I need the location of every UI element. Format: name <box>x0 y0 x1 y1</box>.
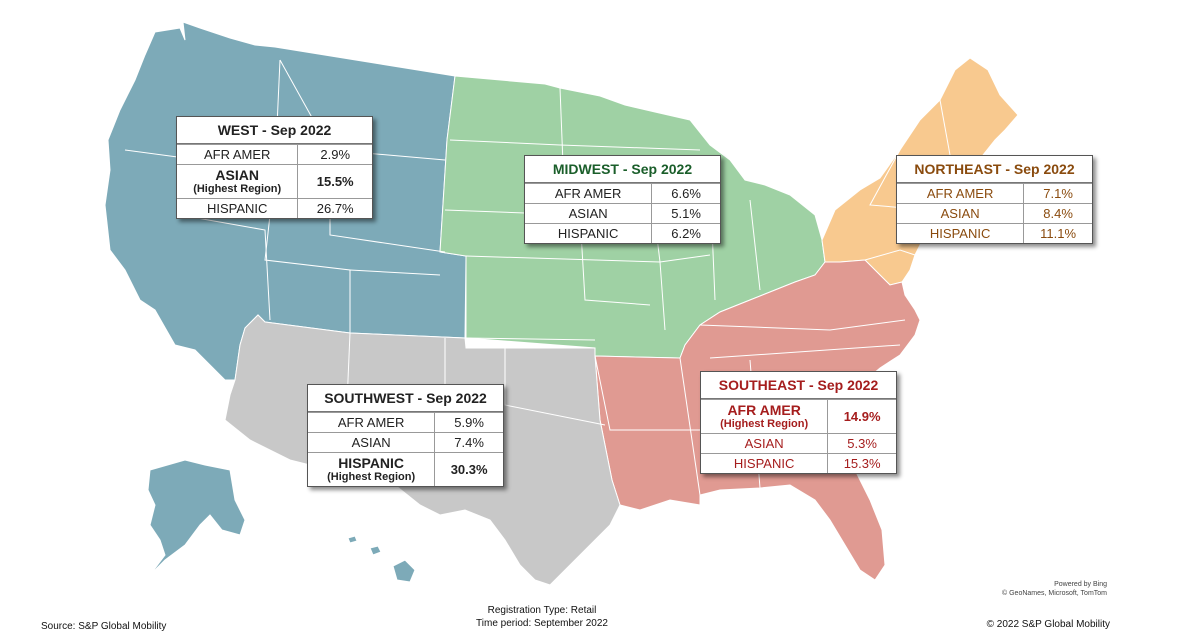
row-label: AFR AMER <box>177 144 299 165</box>
highlight-sub: (Highest Region) <box>193 183 282 195</box>
callout-table: AFR AMER (Highest Region) 14.9% ASIAN 5.… <box>701 399 896 473</box>
table-row: AFR AMER 6.6% <box>525 183 720 204</box>
row-value: 6.6% <box>651 183 720 204</box>
row-label: HISPANIC <box>525 223 653 243</box>
callout-title: MIDWEST - Sep 2022 <box>525 156 720 183</box>
row-label: ASIAN <box>308 432 436 453</box>
callout-northeast: NORTHEAST - Sep 2022 AFR AMER 7.1% ASIAN… <box>896 155 1093 244</box>
row-value: 2.9% <box>297 144 372 165</box>
callout-title: SOUTHEAST - Sep 2022 <box>701 372 896 399</box>
callout-title: SOUTHWEST - Sep 2022 <box>308 385 503 412</box>
callout-table: AFR AMER 5.9% ASIAN 7.4% HISPANIC (Highe… <box>308 412 503 486</box>
table-row: ASIAN 8.4% <box>897 203 1092 224</box>
row-label-highlight: HISPANIC (Highest Region) <box>308 452 436 486</box>
table-row: AFR AMER (Highest Region) 14.9% <box>701 399 896 434</box>
hawaii <box>347 535 358 544</box>
table-row: HISPANIC 11.1% <box>897 223 1092 243</box>
callout-table: AFR AMER 2.9% ASIAN (Highest Region) 15.… <box>177 144 372 218</box>
table-row: ASIAN 5.1% <box>525 203 720 224</box>
row-label: HISPANIC <box>177 198 299 218</box>
table-row: HISPANIC (Highest Region) 30.3% <box>308 452 503 486</box>
table-row: HISPANIC 26.7% <box>177 198 372 218</box>
table-row: ASIAN 5.3% <box>701 433 896 454</box>
table-row: AFR AMER 2.9% <box>177 144 372 165</box>
table-row: ASIAN (Highest Region) 15.5% <box>177 164 372 199</box>
row-value-highlight: 15.5% <box>297 164 372 199</box>
highlight-sub: (Highest Region) <box>720 418 809 430</box>
row-value: 5.3% <box>827 433 896 454</box>
alaska <box>147 459 246 576</box>
row-value-highlight: 14.9% <box>827 399 896 434</box>
row-label: ASIAN <box>525 203 653 224</box>
row-value: 7.1% <box>1023 183 1092 204</box>
highlight-label: AFR AMER <box>727 402 801 418</box>
row-label: AFR AMER <box>308 412 436 433</box>
row-value: 5.1% <box>651 203 720 224</box>
row-value: 11.1% <box>1023 223 1092 243</box>
table-row: AFR AMER 5.9% <box>308 412 503 433</box>
row-label-highlight: AFR AMER (Highest Region) <box>701 399 829 434</box>
callout-title: WEST - Sep 2022 <box>177 117 372 144</box>
hawaii <box>369 545 382 556</box>
callout-midwest: MIDWEST - Sep 2022 AFR AMER 6.6% ASIAN 5… <box>524 155 721 244</box>
table-row: ASIAN 7.4% <box>308 432 503 453</box>
hawaii <box>392 559 416 583</box>
row-value-highlight: 30.3% <box>434 452 503 486</box>
highlight-label: HISPANIC <box>338 455 405 471</box>
highlight-label: ASIAN <box>215 167 259 183</box>
row-label: HISPANIC <box>701 453 829 473</box>
callout-table: AFR AMER 6.6% ASIAN 5.1% HISPANIC 6.2% <box>525 183 720 243</box>
callout-southwest: SOUTHWEST - Sep 2022 AFR AMER 5.9% ASIAN… <box>307 384 504 487</box>
callout-west: WEST - Sep 2022 AFR AMER 2.9% ASIAN (Hig… <box>176 116 373 219</box>
data-sources: © GeoNames, Microsoft, TomTom <box>1002 590 1107 597</box>
row-value: 5.9% <box>434 412 503 433</box>
row-label-highlight: ASIAN (Highest Region) <box>177 164 299 199</box>
row-value: 15.3% <box>827 453 896 473</box>
row-value: 26.7% <box>297 198 372 218</box>
callout-southeast: SOUTHEAST - Sep 2022 AFR AMER (Highest R… <box>700 371 897 474</box>
row-value: 6.2% <box>651 223 720 243</box>
callout-table: AFR AMER 7.1% ASIAN 8.4% HISPANIC 11.1% <box>897 183 1092 243</box>
row-label: AFR AMER <box>897 183 1025 204</box>
row-label: ASIAN <box>701 433 829 454</box>
row-value: 8.4% <box>1023 203 1092 224</box>
powered-by: Powered by Bing <box>1054 581 1107 588</box>
row-label: HISPANIC <box>897 223 1025 243</box>
callout-title: NORTHEAST - Sep 2022 <box>897 156 1092 183</box>
row-label: AFR AMER <box>525 183 653 204</box>
time-period: Time period: September 2022 <box>476 618 608 629</box>
table-row: HISPANIC 6.2% <box>525 223 720 243</box>
registration-type: Registration Type: Retail <box>487 605 597 616</box>
row-label: ASIAN <box>897 203 1025 224</box>
map-attribution: Powered by Bing © GeoNames, Microsoft, T… <box>1002 580 1107 598</box>
highlight-sub: (Highest Region) <box>327 471 416 483</box>
copyright: © 2022 S&P Global Mobility <box>986 619 1110 630</box>
table-row: AFR AMER 7.1% <box>897 183 1092 204</box>
row-value: 7.4% <box>434 432 503 453</box>
source-note: Source: S&P Global Mobility <box>41 621 167 632</box>
table-row: HISPANIC 15.3% <box>701 453 896 473</box>
